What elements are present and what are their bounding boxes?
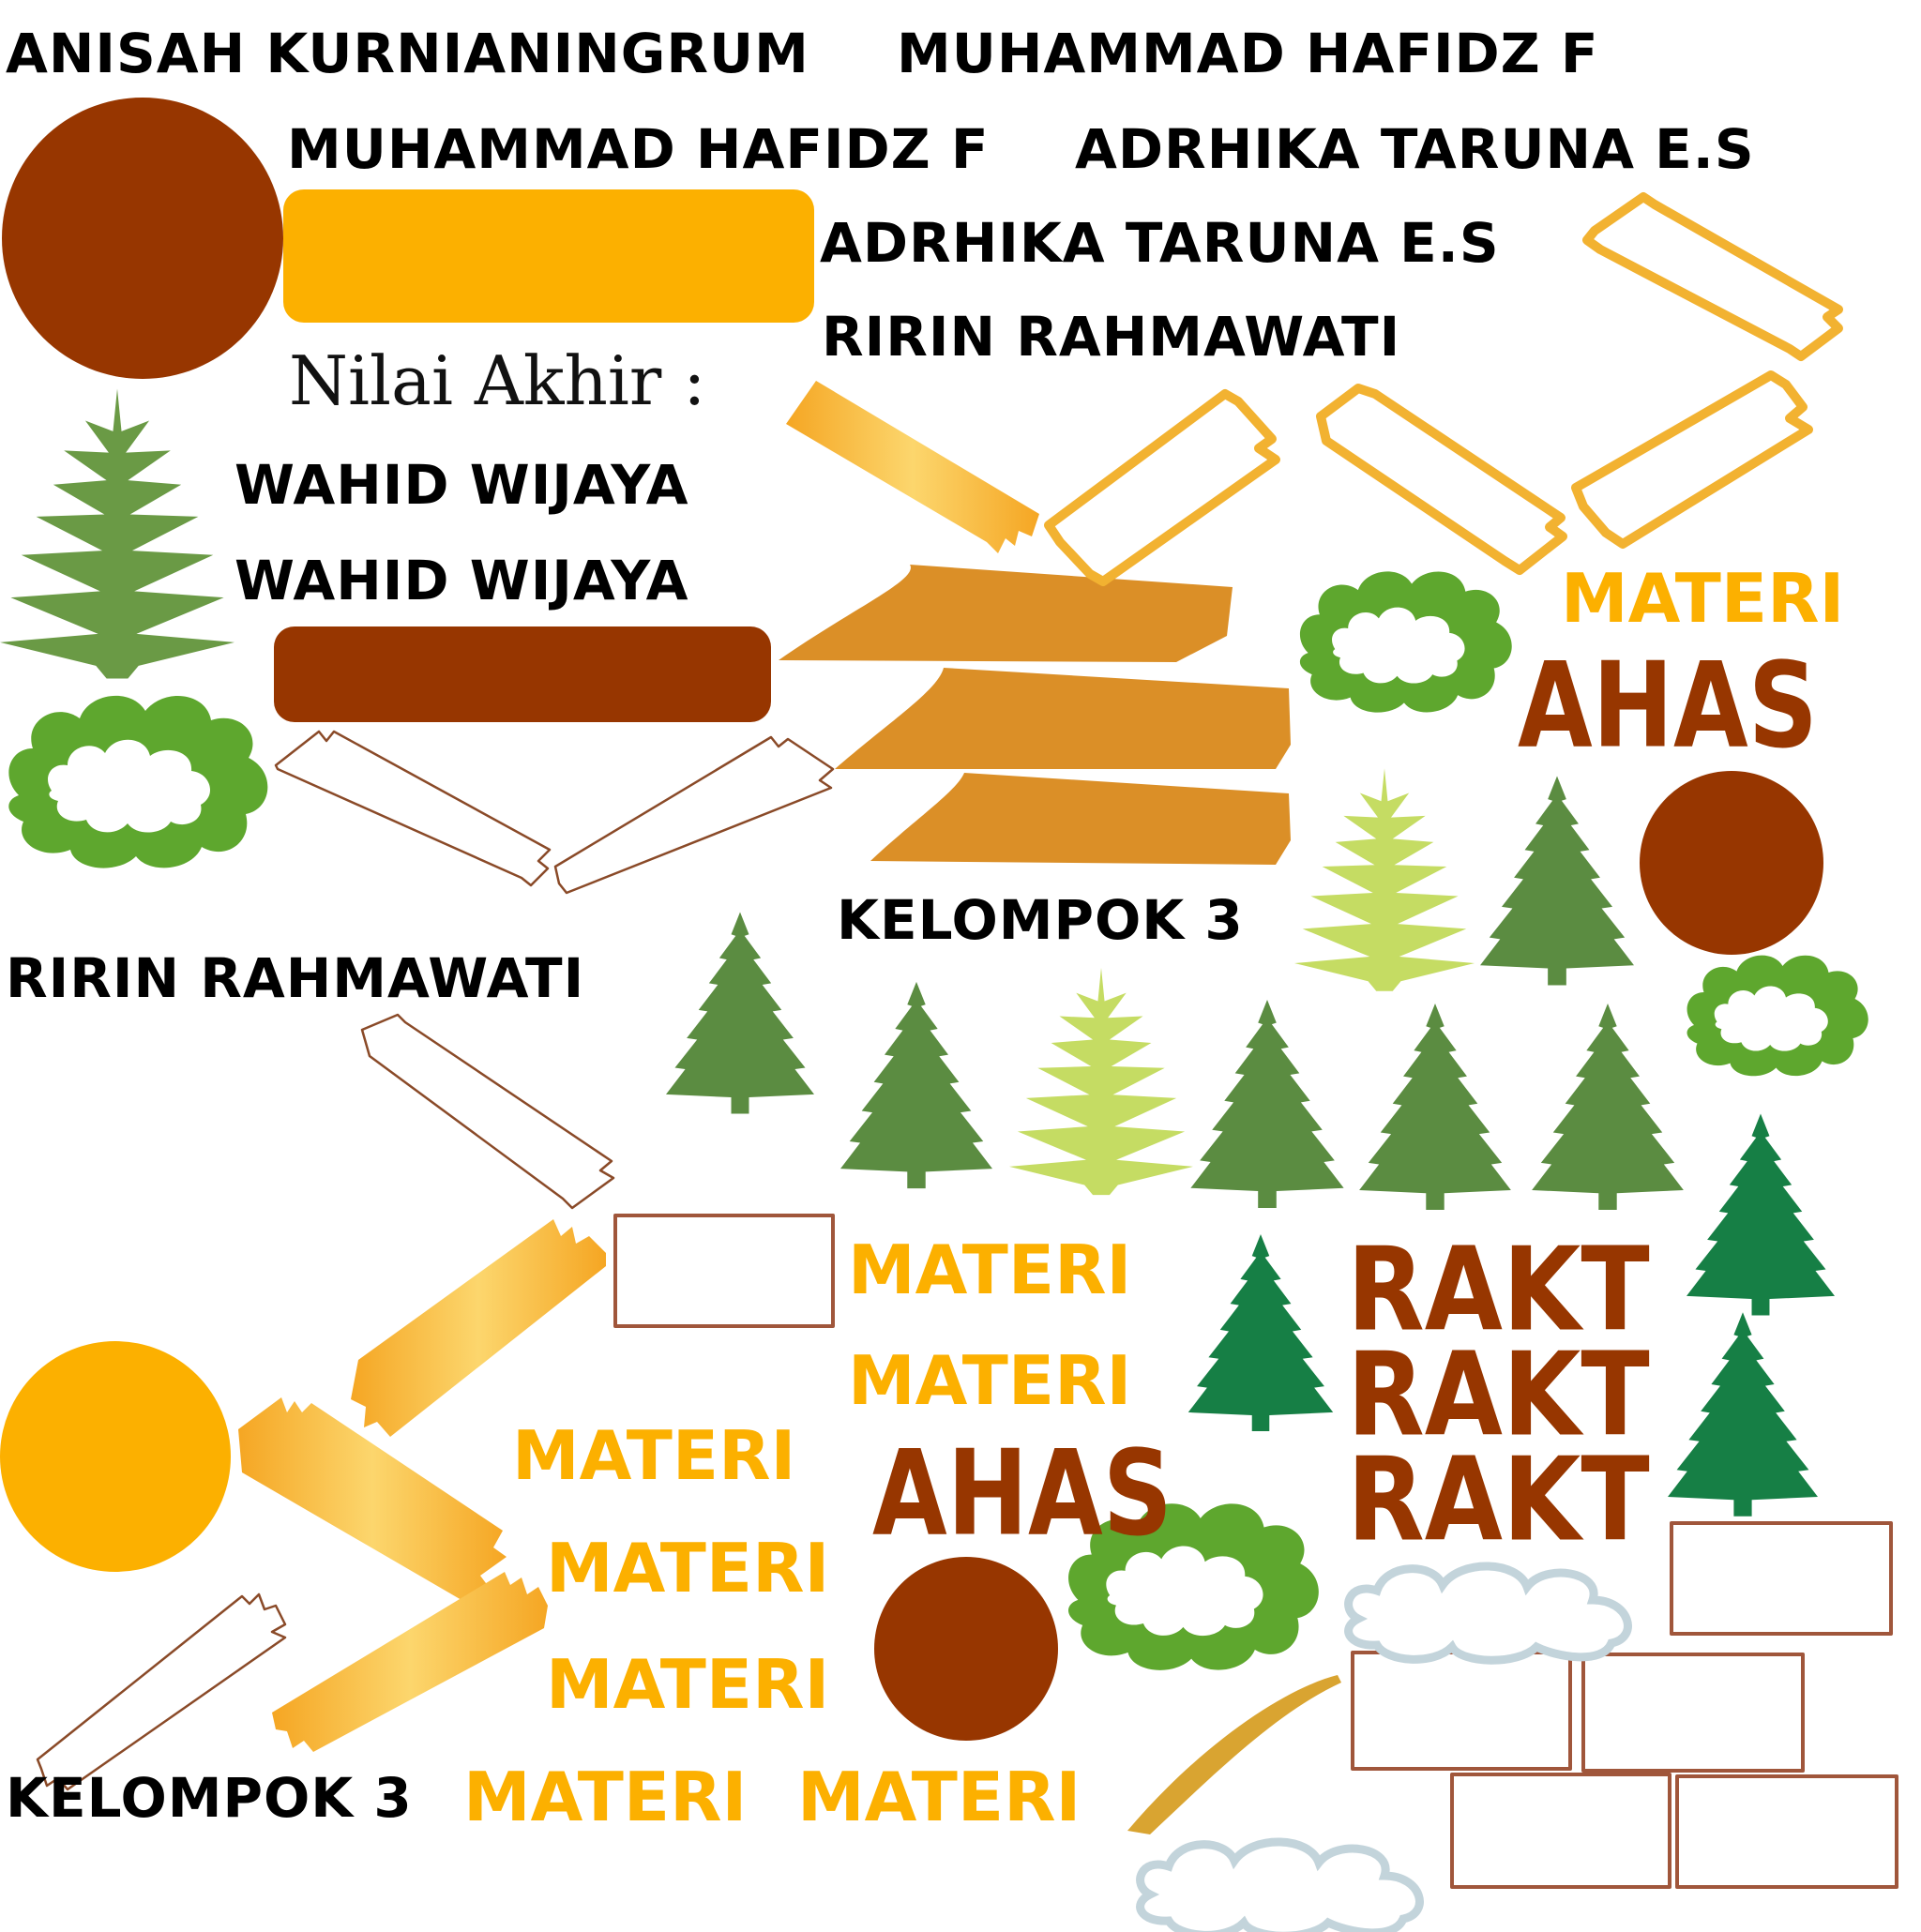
name-adrhika-2: ADRHIKA TARUNA E.S [820,211,1500,275]
ahas-label-2: AHAS [872,1425,1172,1562]
gold-circle-bottom-left [0,1341,231,1572]
frame-box-1 [613,1214,835,1328]
name-hafidz-top: MUHAMMAD HAFIDZ F [897,22,1599,85]
cloud-bottom [1136,1837,1424,1932]
fern-tree-light-1 [1294,768,1475,991]
tree-5 [1532,1004,1684,1210]
bush-lower [1067,1503,1319,1670]
tree-6 [1480,776,1634,986]
materi-label-3: MATERI [848,1341,1132,1420]
nilai-akhir-label: Nilai Akhir : [289,341,706,420]
brown-rounded-bar [274,626,771,722]
tree-dark-3 [1668,1312,1818,1517]
fern-tree-light-2 [1009,967,1193,1196]
materi-label-5: MATERI [546,1529,830,1607]
materi-label-2: MATERI [848,1230,1132,1309]
materi-label-4: MATERI [512,1416,796,1495]
name-anisah: ANISAH KURNIANINGRUM [6,22,809,85]
bush-upper-right [1299,571,1512,713]
frame-box-4 [1581,1653,1805,1773]
rakt-label-3: RAKT [1347,1433,1650,1568]
name-wahid-1: WAHID WIJAYA [234,453,689,517]
name-ririn-1: RIRIN RAHMAWATI [822,305,1401,369]
brown-circle-right [1640,771,1823,955]
tree-1 [666,912,814,1114]
name-wahid-2: WAHID WIJAYA [234,549,689,612]
name-adrhika-1: ADRHIKA TARUNA E.S [1075,117,1755,181]
frame-box-3 [1351,1651,1572,1771]
tree-dark-2 [1187,1234,1334,1431]
materi-label-8: MATERI [797,1758,1082,1836]
frame-box-5 [1450,1773,1671,1889]
name-hafidz-2: MUHAMMAD HAFIDZ F [287,117,990,181]
tree-4 [1359,1004,1511,1210]
brown-circle-top-left [2,98,283,379]
gold-rounded-bar [283,189,814,323]
brown-circle-bottom [874,1557,1058,1741]
kelompok-label-2: KELOMPOK 3 [6,1766,413,1830]
bush-left [8,695,268,868]
tree-2 [840,981,992,1189]
frame-box-2 [1670,1521,1893,1636]
cloud-right [1344,1562,1632,1665]
tree-3 [1190,1000,1344,1208]
rakt-label-1: RAKT [1347,1223,1650,1358]
bush-right [1687,955,1868,1077]
frame-box-6 [1675,1774,1898,1889]
materi-label-6: MATERI [546,1645,830,1724]
rakt-label-2: RAKT [1347,1328,1650,1463]
materi-label-1: MATERI [1561,559,1845,638]
kelompok-label-1: KELOMPOK 3 [837,888,1244,952]
ahas-label-1: AHAS [1518,637,1818,775]
materi-label-7: MATERI [463,1758,748,1836]
fern-tree-top-left [0,388,234,679]
orange-banner-stack [779,565,1291,865]
tree-dark-1 [1687,1113,1835,1316]
name-ririn-2: RIRIN RAHMAWATI [6,946,585,1010]
